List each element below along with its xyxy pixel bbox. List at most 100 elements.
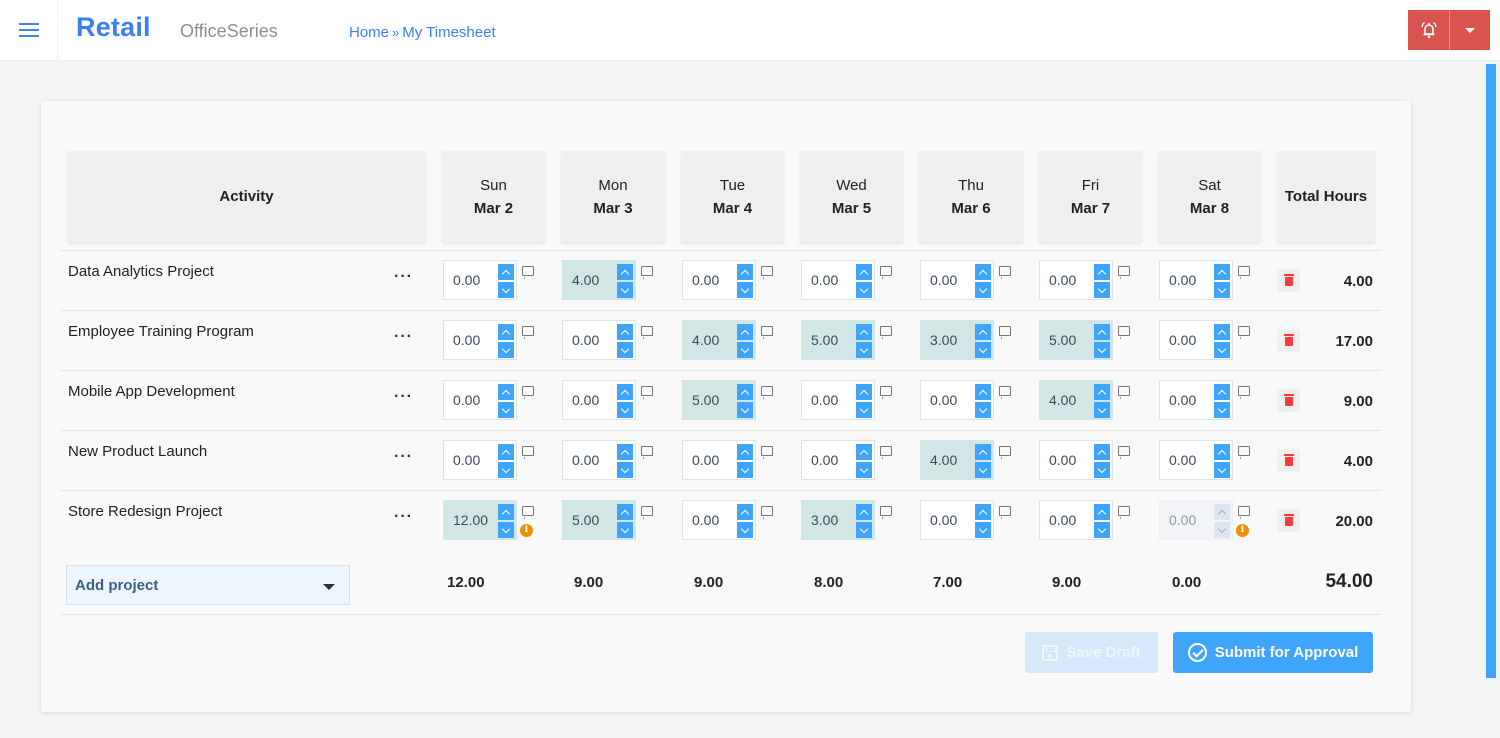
increment-button[interactable] (1214, 324, 1230, 340)
hours-input-sun[interactable]: 0.00 (443, 320, 517, 360)
save-draft-button[interactable]: Save Draft (1025, 632, 1158, 673)
comment-icon[interactable] (761, 386, 773, 399)
comment-icon[interactable] (1238, 446, 1250, 459)
increment-button[interactable] (498, 444, 514, 460)
row-more-menu[interactable]: ··· (394, 448, 413, 465)
increment-button[interactable] (856, 264, 872, 280)
delete-row-button[interactable] (1277, 389, 1300, 412)
decrement-button[interactable] (498, 282, 514, 298)
hours-input-fri[interactable]: 0.00 (1039, 440, 1113, 480)
comment-icon[interactable] (522, 446, 534, 459)
increment-button[interactable] (1094, 384, 1110, 400)
comment-icon[interactable] (999, 386, 1011, 399)
delete-row-button[interactable] (1277, 449, 1300, 472)
increment-button[interactable] (975, 324, 991, 340)
comment-icon[interactable] (880, 446, 892, 459)
hours-input-thu[interactable]: 4.00 (920, 440, 994, 480)
comment-icon[interactable] (880, 326, 892, 339)
hours-input-sun[interactable]: 0.00 (443, 440, 517, 480)
comment-icon[interactable] (880, 506, 892, 519)
comment-icon[interactable] (641, 446, 653, 459)
row-more-menu[interactable]: ··· (394, 508, 413, 525)
breadcrumb-my-timesheet[interactable]: My Timesheet (402, 24, 496, 41)
increment-button[interactable] (1214, 264, 1230, 280)
comment-icon[interactable] (641, 386, 653, 399)
delete-row-button[interactable] (1277, 269, 1300, 292)
hours-input-tue[interactable]: 4.00 (682, 320, 756, 360)
hours-input-mon[interactable]: 0.00 (562, 380, 636, 420)
increment-button[interactable] (975, 444, 991, 460)
increment-button[interactable] (737, 504, 753, 520)
comment-icon[interactable] (761, 266, 773, 279)
increment-button[interactable] (1094, 444, 1110, 460)
hours-input-wed[interactable]: 0.00 (801, 380, 875, 420)
decrement-button[interactable] (856, 342, 872, 358)
decrement-button[interactable] (1214, 462, 1230, 478)
increment-button[interactable] (498, 384, 514, 400)
hours-input-sun[interactable]: 0.00 (443, 260, 517, 300)
increment-button[interactable] (1214, 384, 1230, 400)
comment-icon[interactable] (522, 386, 534, 399)
hours-input-sun[interactable]: 12.00 (443, 500, 517, 540)
increment-button[interactable] (856, 324, 872, 340)
row-more-menu[interactable]: ··· (394, 268, 413, 285)
delete-row-button[interactable] (1277, 329, 1300, 352)
comment-icon[interactable] (999, 446, 1011, 459)
hours-input-fri[interactable]: 4.00 (1039, 380, 1113, 420)
decrement-button[interactable] (856, 462, 872, 478)
comment-icon[interactable] (880, 386, 892, 399)
decrement-button[interactable] (617, 522, 633, 538)
decrement-button[interactable] (856, 402, 872, 418)
hours-input-sat[interactable]: 0.00 (1159, 440, 1233, 480)
decrement-button[interactable] (1214, 402, 1230, 418)
hours-input-thu[interactable]: 0.00 (920, 260, 994, 300)
comment-icon[interactable] (761, 506, 773, 519)
hours-input-sat[interactable]: 0.00 (1159, 260, 1233, 300)
hours-input-sat[interactable]: 0.00 (1159, 320, 1233, 360)
decrement-button[interactable] (975, 462, 991, 478)
increment-button[interactable] (975, 384, 991, 400)
comment-icon[interactable] (1238, 326, 1250, 339)
decrement-button[interactable] (975, 282, 991, 298)
comment-icon[interactable] (880, 266, 892, 279)
hours-input-wed[interactable]: 0.00 (801, 260, 875, 300)
increment-button[interactable] (1094, 324, 1110, 340)
decrement-button[interactable] (1094, 522, 1110, 538)
hours-input-sun[interactable]: 0.00 (443, 380, 517, 420)
warning-info-icon[interactable]: i (1236, 524, 1249, 537)
comment-icon[interactable] (1118, 266, 1130, 279)
increment-button[interactable] (498, 324, 514, 340)
comment-icon[interactable] (1118, 326, 1130, 339)
alerts-button[interactable] (1408, 10, 1449, 50)
comment-icon[interactable] (1238, 386, 1250, 399)
comment-icon[interactable] (641, 506, 653, 519)
increment-button[interactable] (498, 504, 514, 520)
decrement-button[interactable] (617, 282, 633, 298)
decrement-button[interactable] (737, 402, 753, 418)
hours-input-fri[interactable]: 5.00 (1039, 320, 1113, 360)
comment-icon[interactable] (1118, 506, 1130, 519)
increment-button[interactable] (1214, 444, 1230, 460)
breadcrumb-home[interactable]: Home (349, 24, 390, 41)
decrement-button[interactable] (617, 402, 633, 418)
increment-button[interactable] (856, 504, 872, 520)
increment-button[interactable] (617, 444, 633, 460)
increment-button[interactable] (617, 504, 633, 520)
comment-icon[interactable] (1238, 506, 1250, 519)
increment-button[interactable] (975, 264, 991, 280)
increment-button[interactable] (1094, 264, 1110, 280)
decrement-button[interactable] (617, 462, 633, 478)
increment-button[interactable] (737, 444, 753, 460)
hours-input-thu[interactable]: 0.00 (920, 380, 994, 420)
hours-input-mon[interactable]: 0.00 (562, 320, 636, 360)
hours-input-tue[interactable]: 0.00 (682, 500, 756, 540)
hours-input-wed[interactable]: 3.00 (801, 500, 875, 540)
decrement-button[interactable] (1214, 282, 1230, 298)
comment-icon[interactable] (641, 266, 653, 279)
add-project-select[interactable]: Add project (66, 565, 350, 605)
comment-icon[interactable] (641, 326, 653, 339)
comment-icon[interactable] (522, 326, 534, 339)
increment-button[interactable] (1094, 504, 1110, 520)
decrement-button[interactable] (498, 462, 514, 478)
row-more-menu[interactable]: ··· (394, 328, 413, 345)
